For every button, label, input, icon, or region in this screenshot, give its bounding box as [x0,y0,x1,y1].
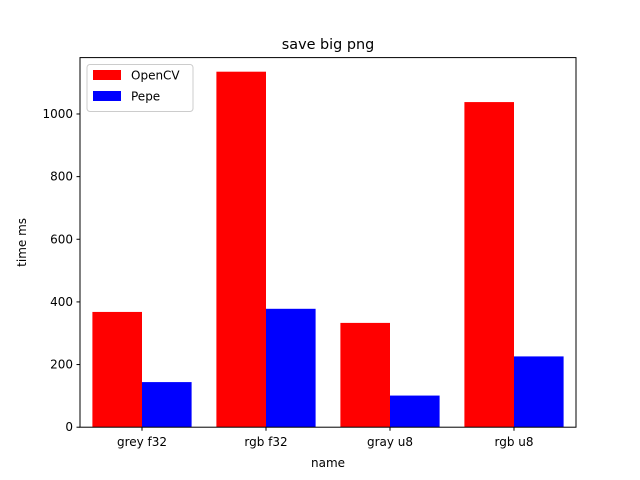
bar-pepe-rgb-u8 [514,356,564,428]
x-tick-label: grey f32 [117,435,167,449]
bar-pepe-rgb-f32 [266,308,316,428]
x-tick-label: rgb f32 [244,435,287,449]
bar-opencv-rgb-f32 [216,71,266,428]
x-axis: grey f32 rgb f32 gray u8 rgb u8 [117,427,534,449]
bars-group [92,71,564,428]
legend-swatch-opencv [93,70,121,80]
y-tick-label: 400 [50,295,73,309]
legend-label-pepe: Pepe [131,90,160,104]
bar-opencv-rgb-u8 [464,102,514,428]
y-tick-label: 0 [65,420,73,434]
chart-title: save big png [282,37,375,53]
x-tick-label: gray u8 [367,435,413,449]
x-tick-label: rgb u8 [494,435,533,449]
legend: OpenCV Pepe [86,64,194,112]
y-tick-label: 800 [50,170,73,184]
legend-label-opencv: OpenCV [131,69,180,83]
y-tick-label: 600 [50,232,73,246]
x-axis-label: name [311,456,345,470]
y-axis-label: time ms [15,218,29,267]
plot-frame [79,57,577,428]
bar-pepe-grey-f32 [142,382,192,428]
legend-swatch-pepe [93,91,121,101]
y-axis: 0 200 400 600 800 1000 [42,107,80,434]
y-tick-label: 1000 [42,107,73,121]
bar-pepe-gray-u8 [390,395,440,428]
y-tick-label: 200 [50,358,73,372]
bar-opencv-gray-u8 [340,322,390,428]
bar-opencv-grey-f32 [92,311,142,428]
